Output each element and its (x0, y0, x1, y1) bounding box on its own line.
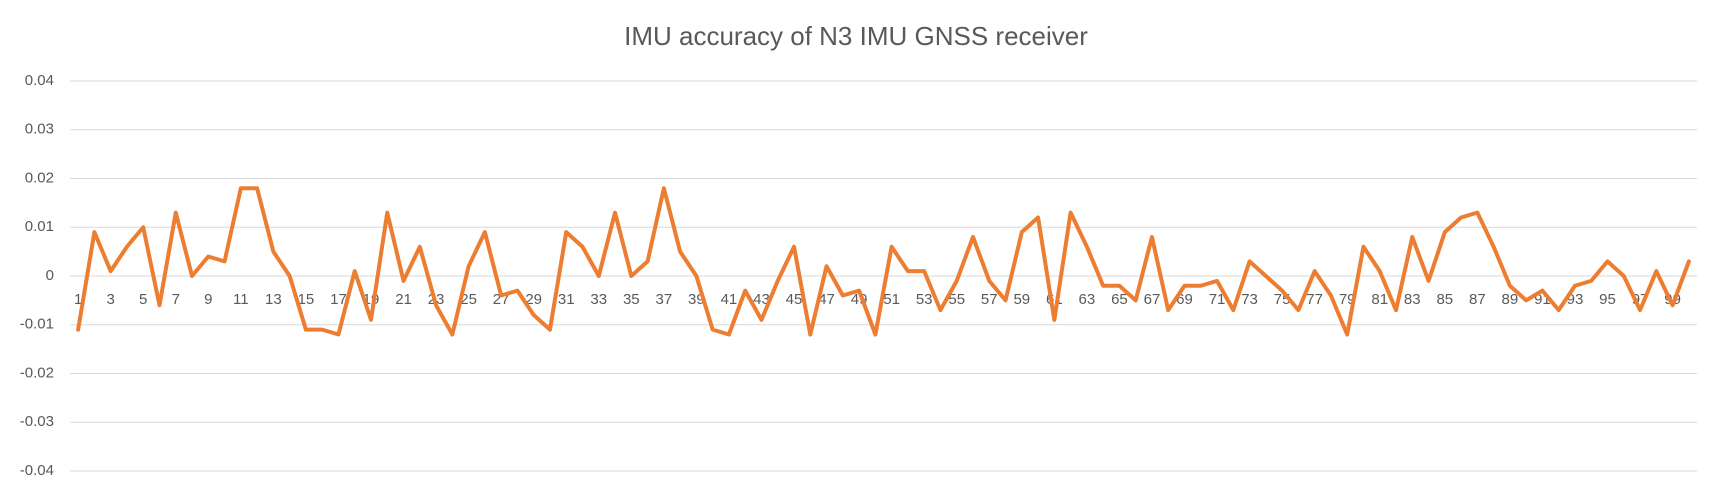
y-tick-label: -0.01 (20, 316, 54, 333)
x-tick-label: 65 (1111, 291, 1128, 308)
x-tick-label: 9 (204, 291, 212, 308)
x-tick-label: 3 (107, 291, 115, 308)
x-tick-label: 59 (1013, 291, 1030, 308)
x-tick-label: 13 (265, 291, 282, 308)
x-tick-label: 43 (753, 291, 770, 308)
x-tick-label: 33 (590, 291, 607, 308)
x-tick-label: 47 (818, 291, 835, 308)
x-tick-label: 17 (330, 291, 347, 308)
y-tick-label: 0.01 (25, 218, 54, 235)
x-tick-label: 81 (1371, 291, 1388, 308)
x-tick-label: 85 (1436, 291, 1453, 308)
x-tick-label: 31 (558, 291, 575, 308)
data-line (76, 186, 1691, 337)
x-tick-label: 25 (460, 291, 477, 308)
x-tick-label: 29 (525, 291, 542, 308)
x-tick-label: 89 (1502, 291, 1519, 308)
y-tick-label: -0.02 (20, 364, 54, 381)
x-tick-label: 21 (395, 291, 412, 308)
x-tick-label: 35 (623, 291, 640, 308)
x-tick-label: 53 (916, 291, 933, 308)
x-tick-label: 41 (721, 291, 738, 308)
chart-title: IMU accuracy of N3 IMU GNSS receiver (624, 21, 1088, 51)
x-tick-label: 63 (1079, 291, 1096, 308)
y-tick-label: 0 (46, 267, 54, 284)
x-tick-label: 1 (74, 291, 82, 308)
y-tick-label: -0.03 (20, 413, 54, 430)
y-tick-label: 0.02 (25, 169, 54, 186)
x-tick-label: 67 (1144, 291, 1161, 308)
x-tick-label: 15 (298, 291, 315, 308)
y-tick-label: -0.04 (20, 462, 54, 479)
x-tick-label: 87 (1469, 291, 1486, 308)
x-tick-label: 45 (786, 291, 803, 308)
x-tick-label: 57 (981, 291, 998, 308)
x-tick-label: 37 (656, 291, 673, 308)
x-tick-label: 71 (1209, 291, 1226, 308)
x-tick-label: 83 (1404, 291, 1421, 308)
x-tick-label: 55 (948, 291, 965, 308)
x-tick-label: 95 (1599, 291, 1616, 308)
x-tick-label: 7 (172, 291, 180, 308)
x-tick-label: 51 (883, 291, 900, 308)
x-tick-label: 73 (1241, 291, 1258, 308)
x-tick-label: 11 (233, 291, 249, 308)
y-tick-label: 0.04 (25, 72, 54, 89)
x-tick-label: 5 (139, 291, 147, 308)
x-tick-label: 77 (1306, 291, 1323, 308)
y-tick-label: 0.03 (25, 121, 54, 138)
